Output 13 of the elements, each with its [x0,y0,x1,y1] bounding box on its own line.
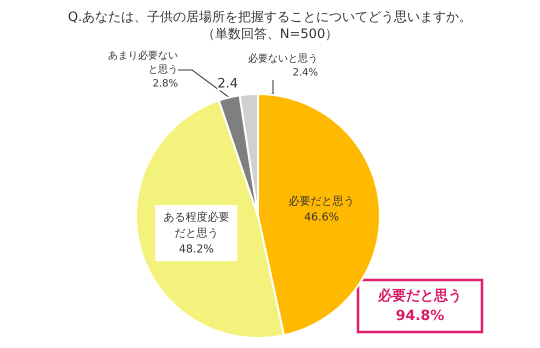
chart-subtitle: （単数回答、N=500） [202,27,338,42]
slice-label: 必要だと思う [288,194,355,208]
data-label: 46.6% [304,210,340,224]
slice-label: 必要ないと思う [248,52,318,64]
chart-title: Q.あなたは、子供の居場所を把握することについてどう思いますか。 [68,10,472,25]
data-label: 48.2% [178,242,214,256]
data-label: 2.8% [152,78,178,90]
text: 2.4 [217,76,238,92]
slice-label: 必要だと思う [377,287,462,304]
slice-label: あまり必要ないと思う [108,50,178,76]
slice-label: ある程度必要だと思う [163,210,230,240]
text: 94.8% [396,308,444,324]
data-label: 2.4% [292,68,318,78]
